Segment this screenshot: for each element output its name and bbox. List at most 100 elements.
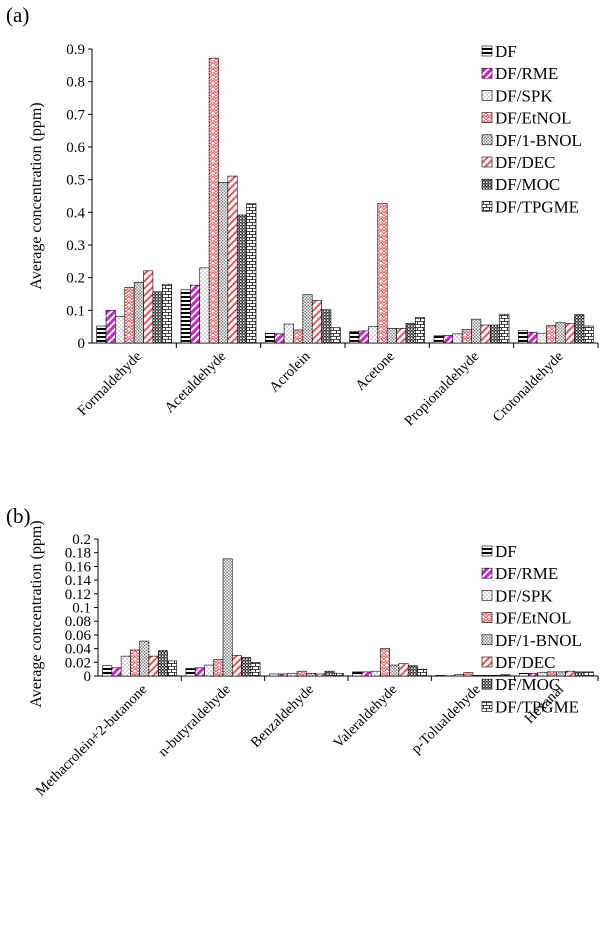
y-tick-label: 0.3 [66, 238, 85, 254]
legend-swatch-df-moc [481, 178, 493, 190]
bar-df-spk-crotonaldehyde [536, 332, 547, 344]
legend-label-df: DF [495, 542, 517, 561]
bar-df-methacrolein-2-butanone [102, 665, 113, 677]
legend-label-df-dec: DF/DEC [495, 153, 555, 172]
y-tick-label: 0.2 [66, 271, 85, 287]
bar-df-spk-acrolein [283, 323, 294, 344]
bar-df-rme-propionaldehyde [443, 335, 454, 344]
bar-df-spk-p-tolualdehyde [454, 674, 465, 677]
bar-df-dec-hexanal [565, 670, 576, 677]
bar-df-tpgme-propionaldehyde [499, 313, 510, 344]
bar-df-rme-acetone [358, 330, 369, 344]
bar-df-spk-methacrolein-2-butanone [120, 655, 131, 677]
bar-df-1-bnol-methacrolein-2-butanone [139, 640, 150, 677]
legend-label-df-1-bnol: DF/1-BNOL [495, 131, 582, 150]
bar-df-moc-hexanal [574, 671, 585, 677]
bar-df-1-bnol-formaldehyde [133, 281, 144, 344]
chart-panel-a: (a) 0 0.1 0.2 0.3 0.4 0.5 0.6 0.7 0.8 0.9 Average c… [6, 3, 599, 429]
y-tick-label: 0.1 [66, 303, 85, 319]
bar-df-dec-p-tolualdehyde [481, 675, 492, 677]
x-tick-label: Acetaldehyde [162, 349, 230, 417]
bar-df-etnol-n-butyraldehyde [213, 659, 224, 677]
bar-df-dec-n-butyraldehyde [231, 655, 242, 677]
legend-swatch-df-etnol [481, 112, 493, 123]
panel-label: (a) [6, 3, 29, 27]
bar-df-rme-benzaldehyde [278, 673, 289, 677]
bar-df-dec-benzaldehyde [315, 673, 326, 677]
x-tick-label: Acrolein [266, 348, 314, 396]
legend-swatch-df-rme [481, 67, 493, 79]
y-tick-label: 0.08 [65, 614, 91, 630]
y-tick-label: 0.9 [66, 42, 85, 58]
bar-df-tpgme-p-tolualdehyde [500, 674, 511, 677]
bar-df-tpgme-valeraldehyde [417, 668, 428, 677]
bar-df-dec-formaldehyde [143, 270, 154, 344]
bar-df-rme-valeraldehyde [361, 671, 372, 677]
legend-swatch-df-dec [481, 656, 493, 668]
bar-df-benzaldehyde [268, 673, 279, 677]
bar-df-dec-propionaldehyde [480, 324, 491, 344]
bar-df-moc-propionaldehyde [489, 324, 500, 344]
bar-df-1-bnol-propionaldehyde [471, 318, 482, 344]
y-tick-label: 0.6 [66, 140, 85, 156]
bar-df-formaldehyde [96, 325, 107, 344]
bar-df-n-butyraldehyde [185, 668, 196, 677]
legend-swatch-df [481, 545, 493, 557]
bar-df-valeraldehyde [352, 671, 363, 677]
x-tick-label: Formaldehyde [74, 349, 145, 420]
x-tick-label: Acetone [353, 349, 398, 394]
bar-df-spk-formaldehyde [115, 315, 126, 344]
bar-df-1-bnol-acetone [386, 327, 397, 344]
bar-df-rme-acrolein [274, 333, 285, 344]
legend-label-df: DF [495, 42, 517, 61]
bar-df-rme-crotonaldehyde [527, 331, 538, 344]
bar-df-crotonaldehyde [517, 330, 528, 344]
y-tick-label: 0.1 [72, 601, 91, 617]
bar-df-rme-n-butyraldehyde [194, 667, 205, 677]
y-tick-label: 0.4 [66, 205, 85, 221]
legend-swatch-df [481, 45, 493, 57]
bar-df-rme-formaldehyde [105, 310, 116, 344]
bar-df-dec-crotonaldehyde [564, 323, 575, 344]
bar-df-spk-n-butyraldehyde [204, 664, 215, 677]
chart-panel-b: (b) 00.020.040.060.080.10.120.140.160.180… [6, 504, 599, 799]
bar-df-acrolein [264, 332, 275, 344]
legend-swatch-df-spk [481, 590, 493, 601]
legend-label-df-spk: DF/SPK [495, 86, 553, 105]
bar-df-tpgme-formaldehyde [162, 283, 172, 344]
bar-df-dec-valeraldehyde [398, 663, 409, 677]
bar-df-rme-acetaldehyde [190, 284, 201, 344]
bar-df-propionaldehyde [433, 335, 444, 344]
y-tick-label: 0.06 [65, 628, 92, 644]
bar-df-tpgme-benzaldehyde [333, 672, 344, 677]
bar-df-etnol-methacrolein-2-butanone [130, 649, 140, 677]
x-tick-label: Crotonaldehyde [490, 349, 567, 426]
bar-df-spk-propionaldehyde [452, 333, 463, 344]
y-tick-label: 0.16 [65, 559, 92, 575]
bar-df-spk-acetone [368, 326, 379, 344]
x-tick-label: Benzaldehyde [248, 682, 317, 751]
bar-df-dec-acrolein [311, 300, 322, 344]
x-tick-label: p-Tolualdehyde [408, 682, 484, 758]
bar-df-etnol-acetone [377, 202, 388, 344]
bar-df-moc-acetone [405, 323, 416, 344]
panel-label: (b) [6, 504, 31, 528]
bar-df-1-bnol-crotonaldehyde [555, 322, 566, 344]
bar-df-etnol-crotonaldehyde [546, 325, 557, 344]
legend-swatch-df-tpgme [481, 701, 493, 712]
bar-df-rme-methacrolein-2-butanone [111, 667, 122, 677]
bar-df-etnol-formaldehyde [124, 287, 135, 344]
x-tick-label: Valeraldehyde [331, 682, 401, 752]
bar-df-1-bnol-benzaldehyde [306, 672, 316, 677]
legend-swatch-df-dec [481, 156, 493, 168]
bar-df-moc-valeraldehyde [407, 665, 418, 677]
bar-df-moc-crotonaldehyde [574, 314, 585, 344]
bar-df-spk-valeraldehyde [370, 670, 381, 677]
legend-label-df-moc: DF/MOC [495, 175, 560, 194]
legend-label-df-dec: DF/DEC [495, 653, 555, 672]
y-tick-label: 0.02 [65, 655, 91, 671]
bar-df-tpgme-acetone [415, 317, 425, 344]
bar-df-spk-acetaldehyde [199, 267, 210, 344]
bar-df-acetaldehyde [180, 289, 191, 344]
bar-df-acetone [349, 331, 360, 344]
